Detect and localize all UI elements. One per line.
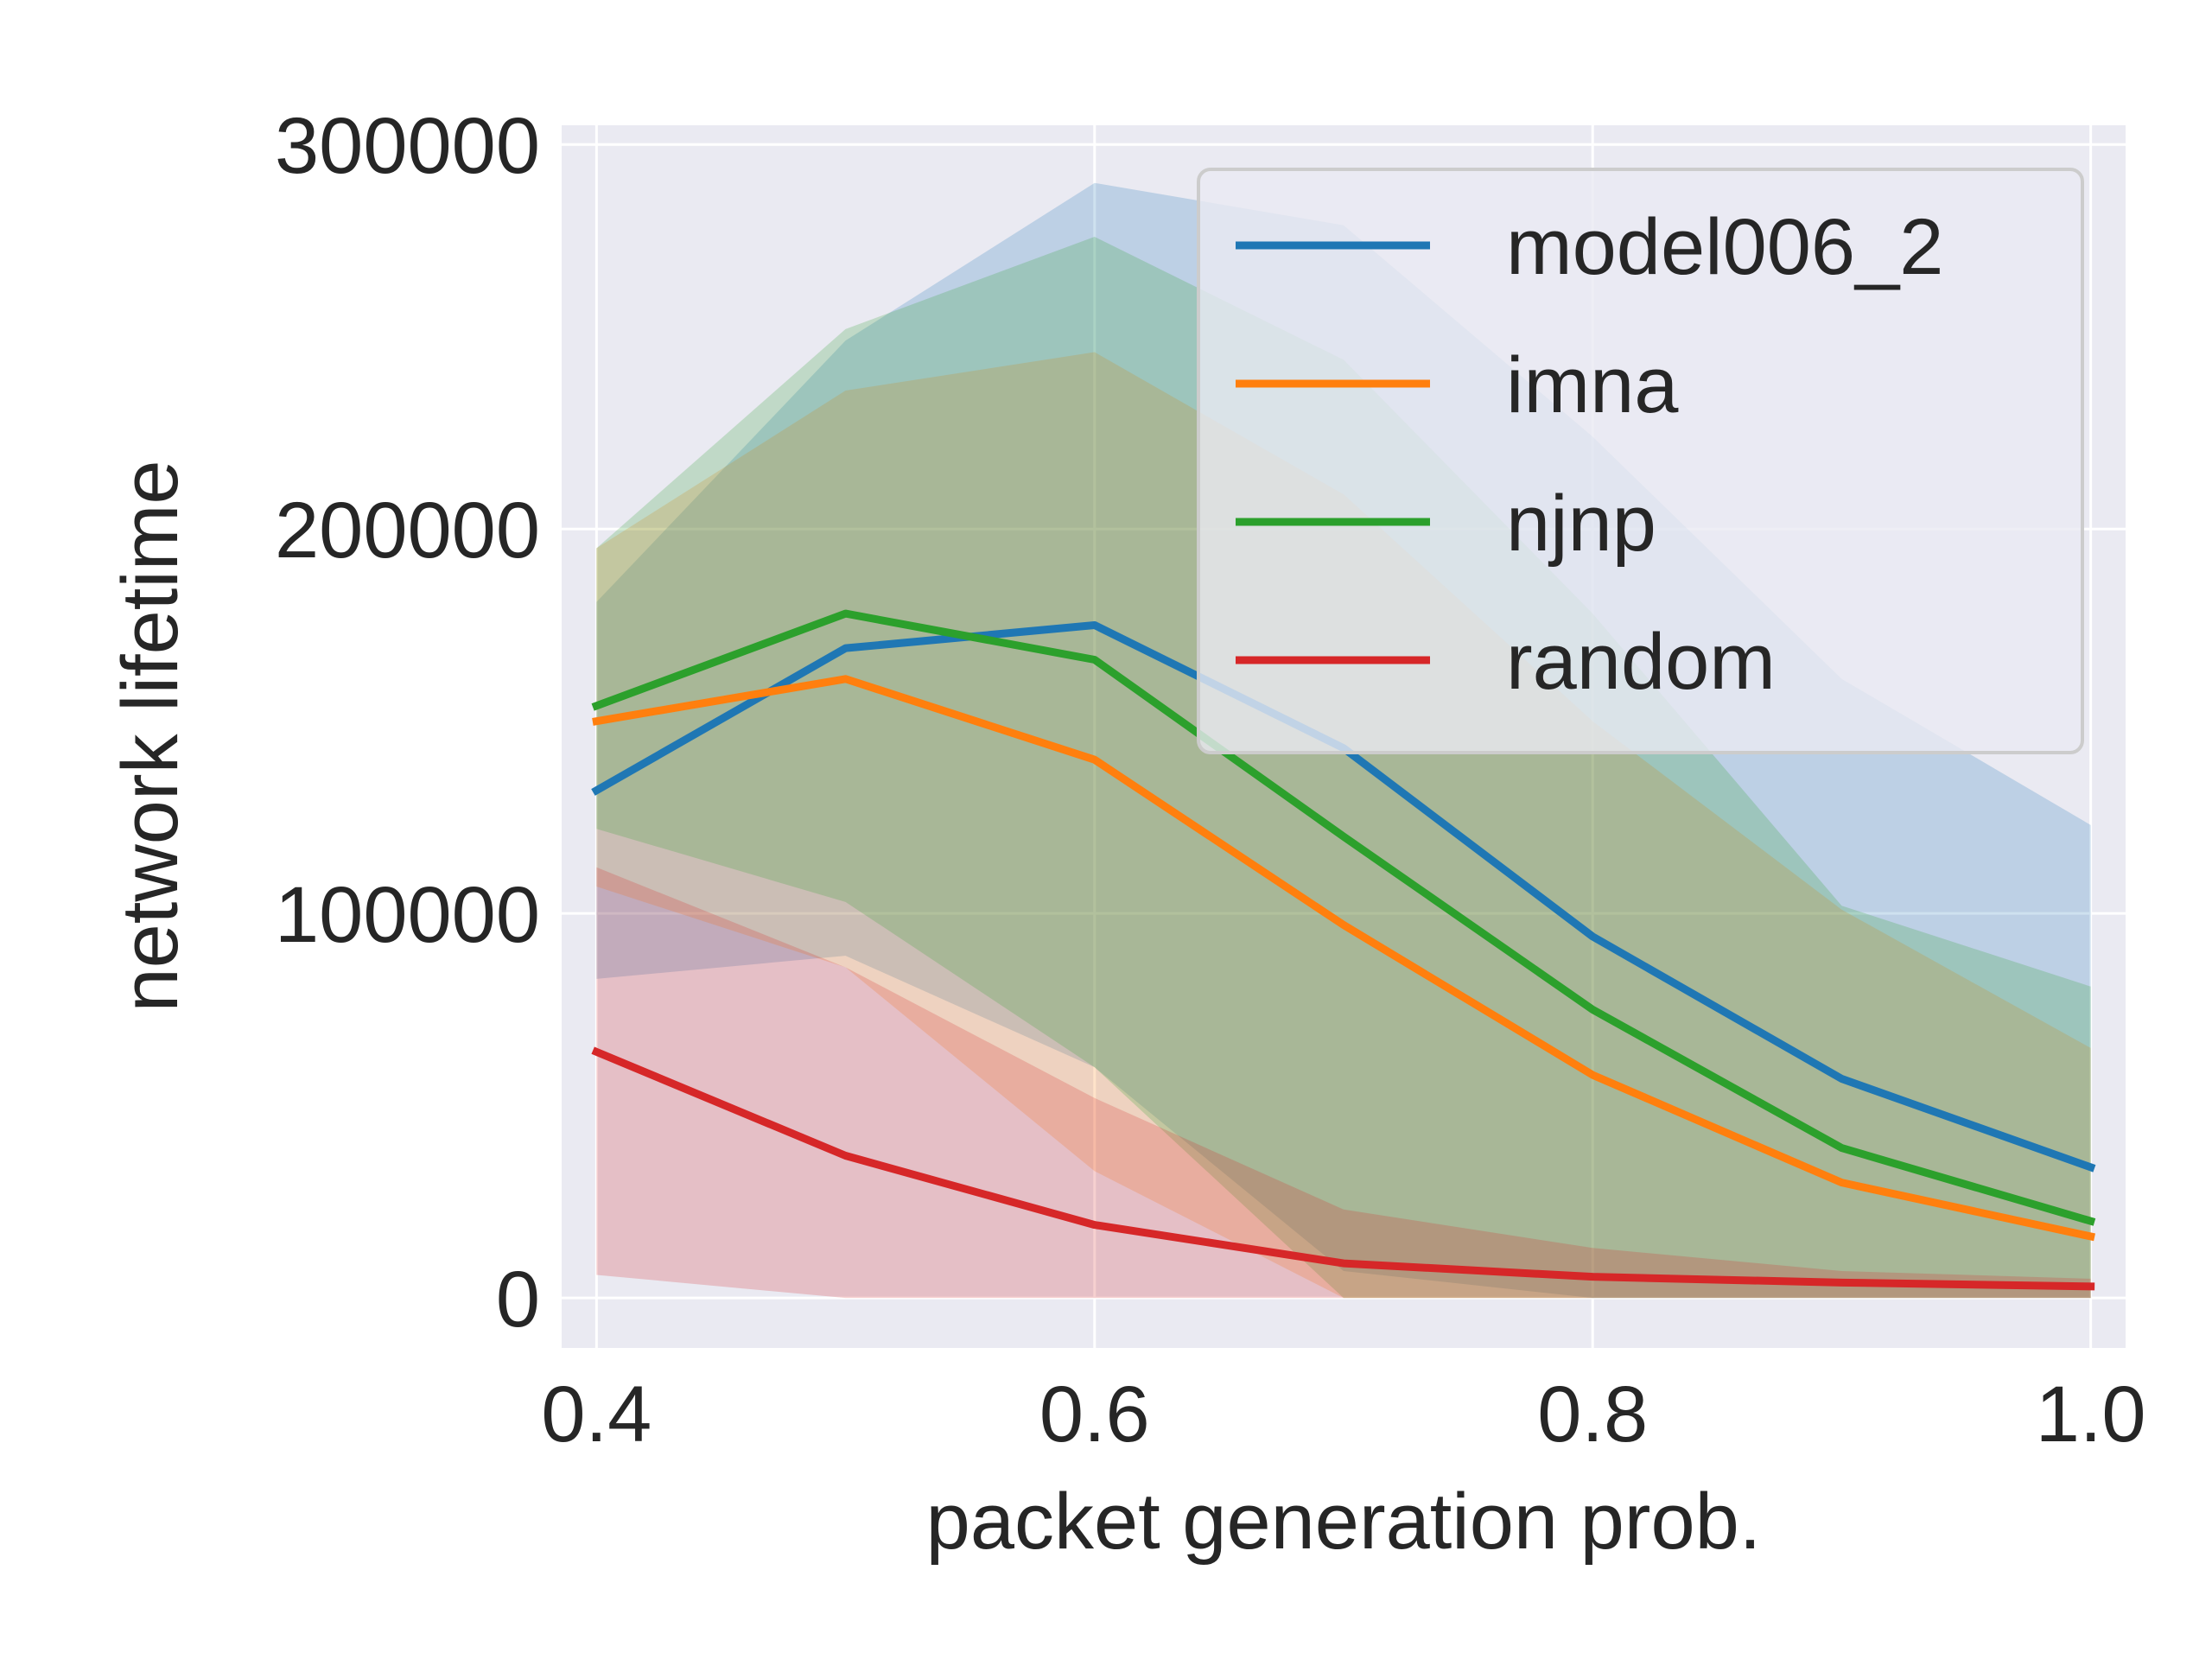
line-random [591,1046,2095,1291]
y-tick-label-2: 200000 [275,486,540,575]
x-axis-label: packet generation prob. [926,1478,1762,1566]
legend-label-imna: imna [1506,341,1679,429]
line-imna [592,675,2095,1242]
x-axis-ticks: 0.4 0.6 0.8 1.0 [541,1370,2145,1459]
x-tick-label-2: 0.8 [1537,1370,1648,1459]
y-tick-label-0: 0 [496,1255,540,1344]
band-imna [596,352,2091,1299]
y-tick-label-3: 300000 [275,102,540,190]
legend-label-model006_2: model006_2 [1506,203,1943,291]
y-axis-label: network lifetime [106,460,194,1012]
legend-label-random: random [1506,618,1776,706]
x-tick-label-3: 1.0 [2036,1370,2146,1459]
y-tick-label-1: 100000 [275,871,540,959]
y-axis-ticks: 0 100000 200000 300000 [275,102,540,1344]
legend-box [1197,168,2084,754]
legend-label-njnp: njnp [1506,480,1656,568]
band-njnp [596,237,2091,1299]
series-lines [591,609,2096,1291]
x-tick-label-0: 0.4 [541,1370,652,1459]
x-tick-label-1: 0.6 [1039,1370,1150,1459]
line-njnp [591,609,2096,1226]
